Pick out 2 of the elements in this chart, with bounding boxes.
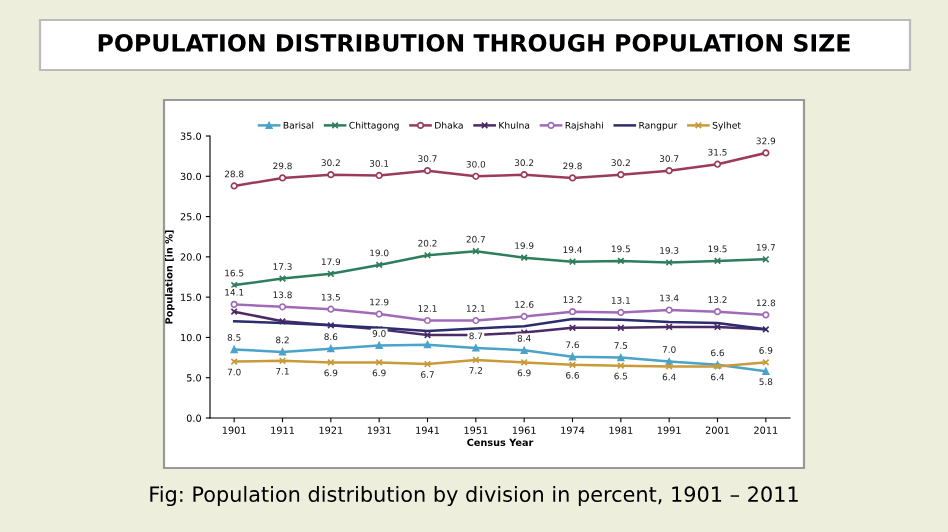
text: Fig: Population distribution by division in percent, 1901 – 2011 xyxy=(150,485,798,507)
chart-title: POPULATION DISTRIBUTION THROUGH POPULATION SIZE xyxy=(98,33,850,52)
